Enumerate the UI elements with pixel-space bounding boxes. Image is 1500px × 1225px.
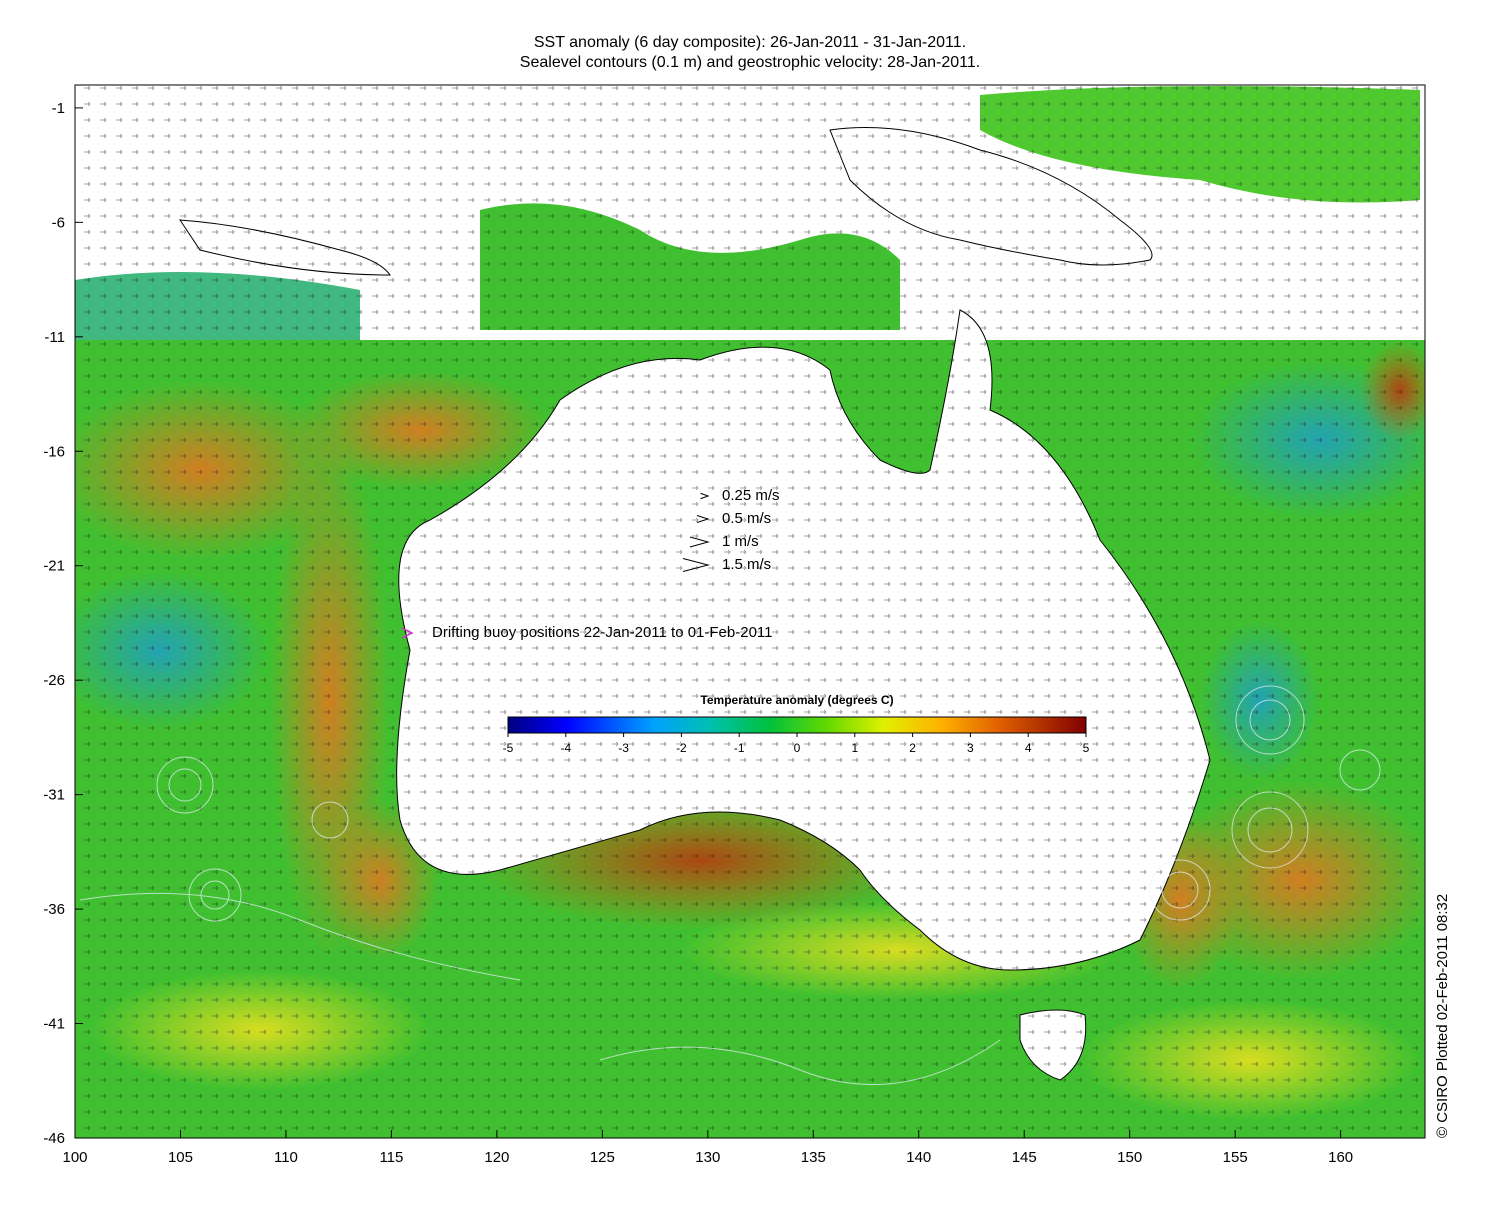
- lat-tick-label: -6: [52, 214, 65, 231]
- lat-tick-label: -21: [43, 558, 65, 575]
- buoy-legend-label: Drifting buoy positions 22-Jan-2011 to 0…: [432, 624, 773, 641]
- lon-tick-label: 120: [484, 1149, 509, 1166]
- lat-tick-label: -46: [43, 1130, 65, 1147]
- lat-tick-label: -41: [43, 1016, 65, 1033]
- lon-tick-label: 100: [62, 1149, 87, 1166]
- colorbar-tick-label: -3: [618, 741, 629, 755]
- colorbar-tick-label: 3: [967, 741, 974, 755]
- lon-tick-label: 105: [168, 1149, 193, 1166]
- lat-tick-label: -11: [44, 329, 65, 346]
- map-title-line-2: Sealevel contours (0.1 m) and geostrophi…: [519, 54, 981, 71]
- velocity-legend-label: 0.25 m/s: [722, 487, 780, 504]
- colorbar-tick-label: -1: [734, 741, 745, 755]
- credit-text: © CSIRO Plotted 02-Feb-2011 08:32: [1434, 893, 1451, 1138]
- sst-field: [75, 85, 1425, 1138]
- lon-tick-label: 125: [590, 1149, 615, 1166]
- velocity-arrow-icon: [682, 558, 710, 572]
- colorbar-tick-label: 0: [794, 741, 801, 755]
- colorbar-tick-label: 5: [1083, 741, 1090, 755]
- colorbar-tick-label: 4: [1025, 741, 1032, 755]
- lat-tick-label: -26: [43, 672, 65, 689]
- colorbar-tick-label: 1: [851, 741, 858, 755]
- colorbar-title: Temperature anomaly (degrees C): [700, 693, 894, 707]
- lon-tick-label: 155: [1223, 1149, 1248, 1166]
- colorbar-tick-label: 2: [909, 741, 916, 755]
- lon-tick-label: 145: [1012, 1149, 1037, 1166]
- colorbar-ticks: -5 -4 -3 -2 -1 0 1 2 3 4 5: [503, 733, 1090, 755]
- velocity-legend-arrows: [682, 492, 710, 572]
- lon-tick-label: 150: [1117, 1149, 1142, 1166]
- lon-tick-label: 115: [379, 1149, 403, 1166]
- latitude-ticks: -1 -6 -11 -16 -21 -26 -31 -36 -41 -46: [43, 100, 83, 1147]
- colorbar-tick-label: -2: [676, 741, 687, 755]
- velocity-legend-label: 1 m/s: [722, 533, 759, 550]
- colorbar-tick-label: -5: [503, 741, 514, 755]
- lon-tick-label: 130: [695, 1149, 720, 1166]
- velocity-arrow-icon: [696, 515, 710, 523]
- lon-tick-label: 140: [906, 1149, 931, 1166]
- lat-tick-label: -1: [52, 100, 65, 117]
- map-title-line-1: SST anomaly (6 day composite): 26-Jan-20…: [533, 34, 967, 51]
- velocity-legend-label: 1.5 m/s: [722, 556, 772, 573]
- lat-tick-label: -31: [43, 787, 65, 804]
- lon-tick-label: 110: [274, 1149, 298, 1166]
- buoy-marker-icon: [401, 627, 414, 639]
- colorbar-tick-label: -4: [560, 741, 571, 755]
- velocity-arrow-icon: [700, 492, 710, 500]
- lat-tick-label: -16: [43, 443, 65, 460]
- velocity-arrow-icon: [689, 536, 710, 548]
- colorbar: [507, 716, 1087, 734]
- longitude-ticks: 100 105 110 115 120 125 130 135 140 145 150 155 160: [62, 1130, 1353, 1166]
- lon-tick-label: 160: [1328, 1149, 1353, 1166]
- velocity-legend-label: 0.5 m/s: [722, 510, 772, 527]
- lon-tick-label: 135: [801, 1149, 826, 1166]
- lat-tick-label: -36: [43, 901, 65, 918]
